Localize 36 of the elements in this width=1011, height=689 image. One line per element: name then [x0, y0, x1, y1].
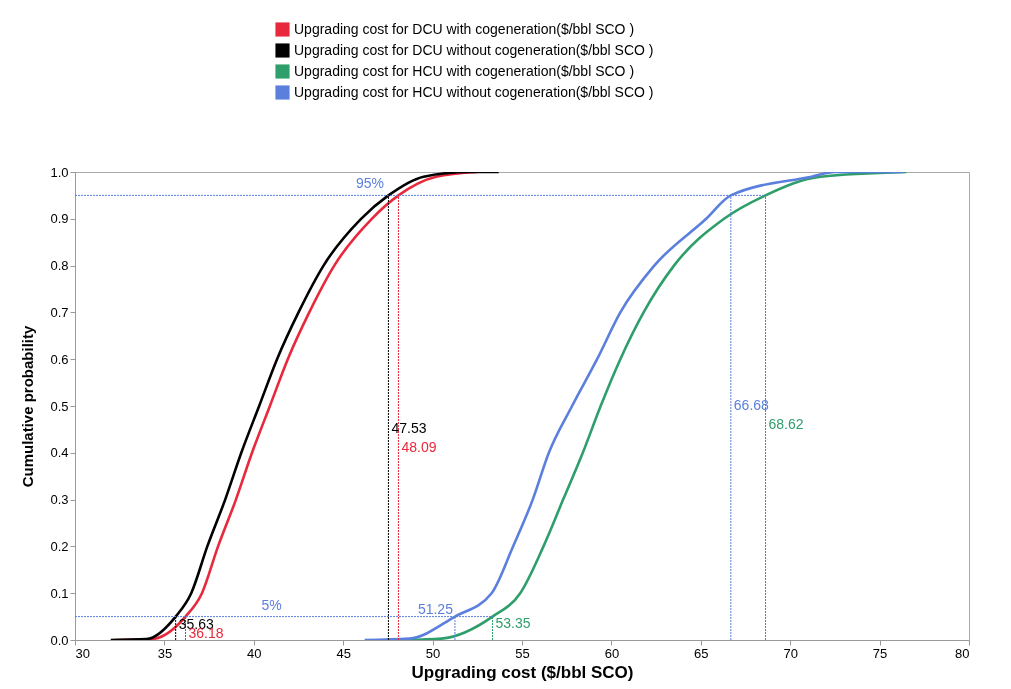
x-tick-label: 45 — [336, 645, 351, 661]
y-tick-label: 1.0 — [50, 164, 69, 180]
y-axis-title: Cumulative probability — [19, 325, 37, 488]
annotation: 95% — [356, 175, 385, 192]
y-tick-label: 0.7 — [50, 304, 69, 320]
y-tick-label: 0.5 — [50, 398, 69, 414]
x-tick-label: 70 — [783, 645, 798, 661]
y-tick-label: 0.8 — [50, 258, 69, 274]
y-tick-label: 0.6 — [50, 351, 69, 367]
x-tick-label: 75 — [872, 645, 888, 661]
annotation: 68.62 — [768, 415, 804, 432]
x-tick-label: 50 — [425, 645, 441, 661]
x-tick-label: 40 — [247, 645, 262, 661]
y-tick-label: 0.3 — [50, 492, 69, 508]
x-axis-title: Upgrading cost ($/bbl SCO) — [411, 662, 634, 682]
y-tick-label: 0.9 — [50, 211, 69, 227]
legend-label: Upgrading cost for HCU without cogeneration($/bbl SCO ) — [294, 83, 654, 100]
annotation: 53.35 — [495, 614, 531, 631]
annotation: 66.68 — [733, 397, 770, 413]
x-tick-label: 35 — [157, 645, 173, 661]
x-tick-label: 65 — [694, 645, 709, 661]
legend-label: Upgrading cost for DCU with cogeneration($/bbl SCO ) — [294, 20, 635, 37]
legend-label: Upgrading cost for HCU with cogeneration($/bbl SCO ) — [294, 62, 635, 79]
y-tick-label: 0.4 — [50, 445, 69, 461]
y-tick-label: 0.0 — [50, 632, 69, 648]
x-tick-label: 30 — [75, 645, 90, 661]
annotation: 5% — [261, 596, 282, 613]
x-tick-label: 55 — [515, 645, 530, 661]
x-tick-label: 60 — [604, 645, 620, 661]
x-tick-label: 80 — [955, 645, 970, 661]
annotation: 47.53 — [391, 420, 427, 437]
legend-label: Upgrading cost for DCU without cogeneration($/bbl SCO ) — [294, 41, 654, 58]
y-tick-label: 0.2 — [50, 538, 69, 554]
annotation: 51.25 — [417, 600, 454, 617]
annotation: 48.09 — [401, 439, 437, 456]
y-tick-label: 0.1 — [50, 585, 69, 601]
